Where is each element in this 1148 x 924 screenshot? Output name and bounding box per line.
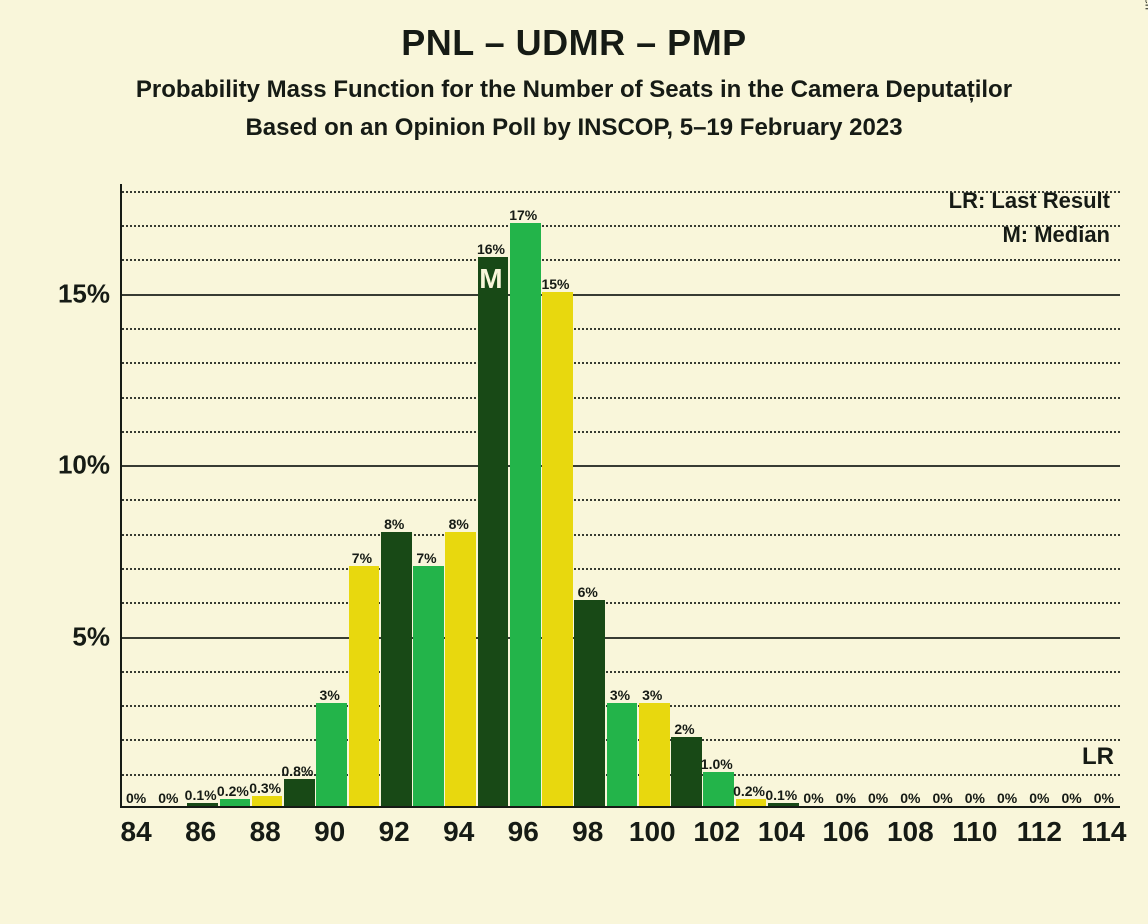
gridline-minor — [122, 499, 1120, 501]
bar-value-label: 3% — [320, 687, 340, 703]
bar-value-label: 7% — [352, 550, 372, 566]
bar-value-label: 0.3% — [249, 780, 281, 796]
bar — [478, 257, 509, 806]
x-tick-label: 102 — [693, 816, 740, 848]
bar — [736, 799, 767, 806]
bar — [510, 223, 541, 806]
bar — [607, 703, 638, 806]
gridline-major — [122, 465, 1120, 467]
gridline-minor — [122, 191, 1120, 193]
gridline-major — [122, 294, 1120, 296]
bar-value-label: 0% — [997, 790, 1017, 806]
bar-value-label: 3% — [642, 687, 662, 703]
bar — [703, 772, 734, 806]
x-tick-label: 92 — [379, 816, 410, 848]
x-tick-label: 106 — [822, 816, 869, 848]
bar-value-label: 0% — [900, 790, 920, 806]
bar-value-label: 2% — [674, 721, 694, 737]
copyright-text: © 2023 Filip van Laenen — [1142, 0, 1148, 10]
gridline-minor — [122, 362, 1120, 364]
bar-value-label: 6% — [578, 584, 598, 600]
chart-subtitle-1: Probability Mass Function for the Number… — [0, 76, 1148, 104]
bar — [639, 703, 670, 806]
bar — [413, 566, 444, 806]
bar-value-label: 17% — [509, 207, 537, 223]
x-tick-label: 114 — [1081, 816, 1126, 848]
bar-value-label: 0.1% — [765, 787, 797, 803]
x-tick-label: 100 — [629, 816, 676, 848]
bar-value-label: 0.2% — [217, 783, 249, 799]
bar — [316, 703, 347, 806]
bar — [542, 292, 573, 806]
bar-value-label: 0% — [1061, 790, 1081, 806]
chart-title: PNL – UDMR – PMP — [0, 22, 1148, 64]
bar-value-label: 0% — [868, 790, 888, 806]
bar-value-label: 0% — [836, 790, 856, 806]
gridline-minor — [122, 671, 1120, 673]
x-tick-label: 88 — [250, 816, 281, 848]
chart-subtitle-2: Based on an Opinion Poll by INSCOP, 5–19… — [0, 114, 1148, 142]
title-block: PNL – UDMR – PMP Probability Mass Functi… — [0, 0, 1148, 142]
y-tick-label: 5% — [72, 621, 110, 652]
x-tick-label: 112 — [1017, 816, 1062, 848]
bar-value-label: 8% — [449, 516, 469, 532]
bar-value-label: 0% — [1094, 790, 1114, 806]
chart-region: LR: Last Result M: Median 5%10%15% 84868… — [120, 184, 1120, 808]
x-tick-label: 90 — [314, 816, 345, 848]
gridline-minor — [122, 431, 1120, 433]
bar — [574, 600, 605, 806]
x-tick-label: 108 — [887, 816, 934, 848]
bar — [671, 737, 702, 806]
bar — [768, 803, 799, 806]
bar — [284, 779, 315, 806]
bar — [252, 796, 283, 806]
bar — [381, 532, 412, 806]
gridline-minor — [122, 602, 1120, 604]
x-tick-label: 96 — [508, 816, 539, 848]
x-tick-label: 84 — [121, 816, 152, 848]
x-tick-label: 86 — [185, 816, 216, 848]
bar-value-label: 0.8% — [281, 763, 313, 779]
gridline-minor — [122, 259, 1120, 261]
gridline-minor — [122, 328, 1120, 330]
gridline-minor — [122, 225, 1120, 227]
bar — [220, 799, 251, 806]
bar-value-label: 0% — [803, 790, 823, 806]
x-tick-label: 98 — [572, 816, 603, 848]
gridline-minor — [122, 568, 1120, 570]
bar — [349, 566, 380, 806]
bar-value-label: 0% — [1029, 790, 1049, 806]
bar-value-label: 0% — [932, 790, 952, 806]
bar-value-label: 8% — [384, 516, 404, 532]
bar-value-label: 0.2% — [733, 783, 765, 799]
x-tick-label: 104 — [758, 816, 805, 848]
bar-value-label: 16% — [477, 241, 505, 257]
gridline-minor — [122, 397, 1120, 399]
bar-value-label: 0.1% — [185, 787, 217, 803]
bar-value-label: 15% — [541, 276, 569, 292]
bar-value-label: 3% — [610, 687, 630, 703]
x-tick-label: 110 — [952, 816, 997, 848]
bar — [187, 803, 218, 806]
bar-value-label: 7% — [416, 550, 436, 566]
bar — [445, 532, 476, 806]
bar-value-label: 0% — [126, 790, 146, 806]
y-tick-label: 15% — [58, 278, 110, 309]
y-tick-label: 10% — [58, 450, 110, 481]
bar-value-label: 0% — [158, 790, 178, 806]
gridline-major — [122, 637, 1120, 639]
median-marker: M — [479, 263, 502, 295]
x-tick-label: 94 — [443, 816, 474, 848]
gridline-minor — [122, 534, 1120, 536]
plot-area — [120, 184, 1120, 808]
lr-marker: LR — [1082, 743, 1114, 771]
bar-value-label: 0% — [965, 790, 985, 806]
bar-value-label: 1.0% — [701, 756, 733, 772]
